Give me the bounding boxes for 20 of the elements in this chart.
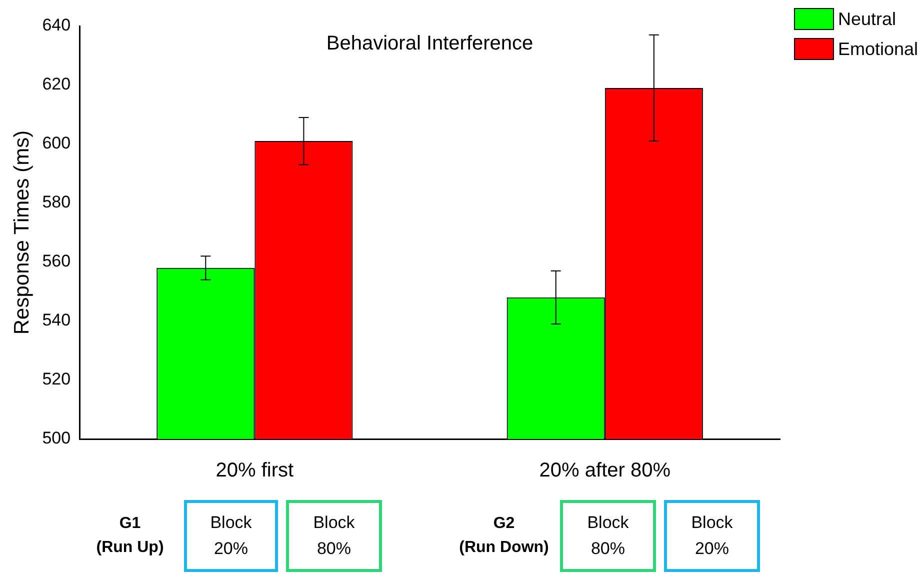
x-tick-label: 20% first: [216, 460, 294, 482]
y-axis-title: Response Times (ms): [10, 130, 34, 335]
chart-title: Behavioral Interference: [326, 32, 534, 55]
text: Block 80%: [286, 500, 382, 572]
legend-label: Neutral: [838, 8, 896, 30]
text: G1 (Run Up): [95, 514, 165, 558]
y-tick-label: 640: [42, 16, 71, 35]
y-tick-label: 500: [42, 428, 71, 448]
text: Block 80%: [560, 500, 656, 572]
text: Block 20%: [664, 500, 760, 572]
text: Block 20%: [184, 500, 278, 572]
y-tick-label: 520: [42, 370, 71, 389]
y-tick-label: 540: [42, 310, 71, 330]
x-tick-label: 20% after 80%: [539, 460, 671, 482]
legend-label: Emotional: [838, 38, 918, 60]
y-tick-label: 620: [42, 74, 71, 94]
y-tick-label: 560: [42, 252, 71, 271]
y-tick-label: 580: [42, 192, 71, 212]
y-tick-label: 600: [42, 134, 71, 153]
text: G2 (Run Down): [458, 514, 550, 558]
